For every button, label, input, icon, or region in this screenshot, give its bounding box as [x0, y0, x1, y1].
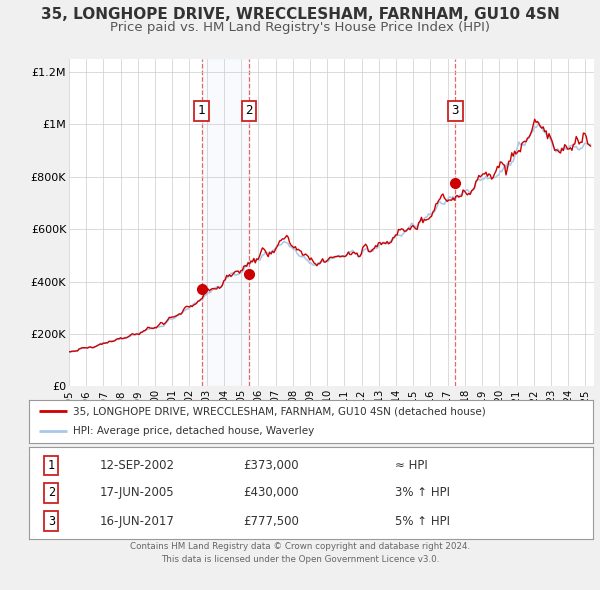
Text: £430,000: £430,000 — [243, 486, 299, 500]
Text: 1: 1 — [198, 104, 205, 117]
Text: £373,000: £373,000 — [243, 459, 299, 472]
Text: 5% ↑ HPI: 5% ↑ HPI — [395, 515, 451, 528]
Text: Contains HM Land Registry data © Crown copyright and database right 2024.: Contains HM Land Registry data © Crown c… — [130, 542, 470, 550]
Text: 3% ↑ HPI: 3% ↑ HPI — [395, 486, 451, 500]
Text: 2: 2 — [245, 104, 253, 117]
Text: Price paid vs. HM Land Registry's House Price Index (HPI): Price paid vs. HM Land Registry's House … — [110, 21, 490, 34]
Text: 1: 1 — [48, 459, 55, 472]
Text: ≈ HPI: ≈ HPI — [395, 459, 428, 472]
Bar — [202, 59, 249, 386]
Text: 2: 2 — [48, 486, 55, 500]
Text: £777,500: £777,500 — [243, 515, 299, 528]
Text: 35, LONGHOPE DRIVE, WRECCLESHAM, FARNHAM, GU10 4SN: 35, LONGHOPE DRIVE, WRECCLESHAM, FARNHAM… — [41, 7, 559, 22]
Text: 3: 3 — [48, 515, 55, 528]
Text: 12-SEP-2002: 12-SEP-2002 — [100, 459, 175, 472]
Text: 3: 3 — [452, 104, 459, 117]
Text: HPI: Average price, detached house, Waverley: HPI: Average price, detached house, Wave… — [73, 426, 314, 436]
Text: 16-JUN-2017: 16-JUN-2017 — [100, 515, 174, 528]
Text: 35, LONGHOPE DRIVE, WRECCLESHAM, FARNHAM, GU10 4SN (detached house): 35, LONGHOPE DRIVE, WRECCLESHAM, FARNHAM… — [73, 407, 485, 417]
Text: 17-JUN-2005: 17-JUN-2005 — [100, 486, 174, 500]
Text: This data is licensed under the Open Government Licence v3.0.: This data is licensed under the Open Gov… — [161, 555, 439, 563]
